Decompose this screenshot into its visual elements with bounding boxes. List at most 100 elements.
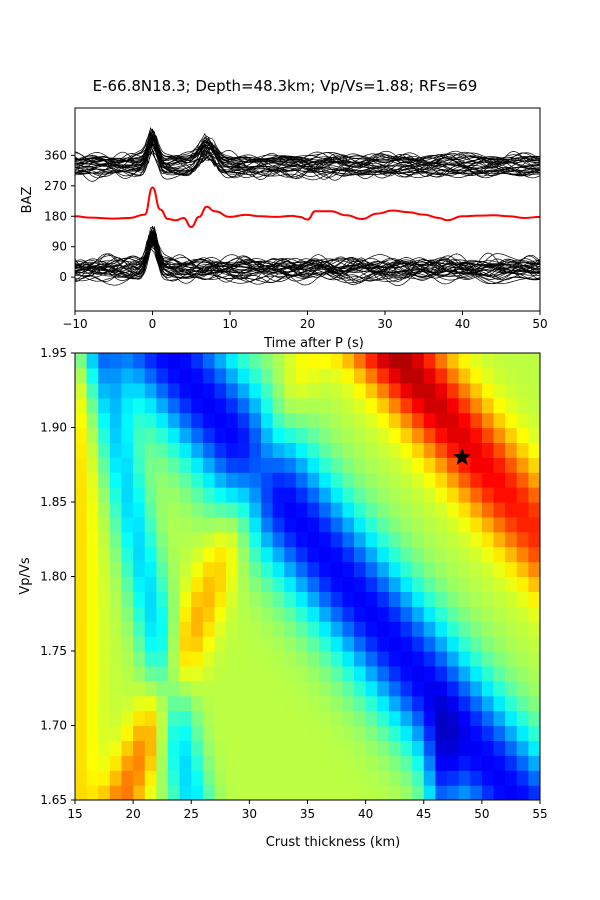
- heatmap-cell: [121, 516, 134, 533]
- heatmap-cell: [319, 695, 332, 712]
- heatmap-cell: [202, 740, 216, 756]
- heatmap-cell: [319, 710, 332, 727]
- heatmap-cell: [365, 382, 378, 399]
- heatmap-cell: [307, 412, 320, 429]
- rf-x-tick-label: 40: [455, 317, 470, 331]
- heatmap-cell: [214, 695, 227, 712]
- heatmap-cell: [377, 367, 390, 384]
- heatmap-cell: [470, 412, 483, 429]
- heatmap-cell: [272, 740, 285, 756]
- heatmap-cell: [295, 680, 309, 697]
- heatmap-cell: [528, 576, 540, 592]
- heatmap-cell: [400, 621, 413, 637]
- heatmap-cell: [516, 442, 529, 458]
- heatmap-cell: [109, 770, 123, 786]
- heatmap-cell: [237, 606, 250, 622]
- heatmap-cell: [295, 576, 309, 592]
- heatmap-cell: [377, 382, 390, 399]
- heatmap-cell: [133, 367, 146, 384]
- heatmap-cell: [505, 412, 518, 429]
- heatmap-cell: [133, 561, 146, 578]
- heatmap-cell: [121, 576, 134, 592]
- heatmap-cell: [307, 755, 320, 771]
- heatmap-cell: [272, 561, 285, 578]
- heatmap-cell: [307, 680, 320, 697]
- heatmap-cell: [423, 665, 436, 682]
- heatmap-cell: [86, 591, 99, 607]
- heatmap-cell: [98, 755, 111, 771]
- heatmap-cell: [214, 591, 227, 607]
- figure-title: E-66.8N18.3; Depth=48.3km; Vp/Vs=1.88; R…: [93, 77, 478, 95]
- heatmap-cell: [516, 427, 529, 443]
- heatmap-cell: [226, 770, 239, 786]
- heatmap-cell: [109, 531, 123, 548]
- heatmap-cell: [400, 427, 413, 443]
- hk-x-tick-label: 25: [184, 807, 199, 821]
- heatmap-cell: [237, 397, 250, 414]
- heatmap-cell: [168, 606, 181, 622]
- heatmap-cell: [377, 427, 390, 443]
- heatmap-cell: [423, 531, 436, 548]
- heatmap-cell: [179, 576, 192, 592]
- heatmap-cell: [272, 457, 285, 473]
- heatmap-cell: [423, 397, 436, 414]
- heatmap-cell: [354, 353, 367, 369]
- heatmap-cell: [237, 412, 250, 429]
- heatmap-cell: [319, 561, 332, 578]
- heatmap-cell: [423, 621, 436, 637]
- heatmap-cell: [342, 591, 355, 607]
- heatmap-cell: [307, 427, 320, 443]
- heatmap-cell: [447, 546, 460, 563]
- heatmap-cell: [179, 502, 192, 518]
- heatmap-cell: [435, 516, 448, 533]
- heatmap-cell: [516, 680, 529, 697]
- heatmap-cell: [516, 397, 529, 414]
- heatmap-cell: [458, 755, 471, 771]
- heatmap-cell: [516, 755, 529, 771]
- heatmap-cell: [447, 725, 460, 741]
- rf-x-tick-label: −10: [62, 317, 87, 331]
- heatmap-cell: [377, 487, 390, 503]
- heatmap-cell: [168, 367, 181, 384]
- heatmap-cell: [342, 576, 355, 592]
- heatmap-cell: [214, 576, 227, 592]
- heatmap-cell: [284, 755, 297, 771]
- heatmap-cell: [249, 561, 262, 578]
- heatmap-cell: [400, 576, 413, 592]
- heatmap-cell: [400, 636, 413, 652]
- heatmap-cell: [365, 531, 378, 548]
- heatmap-cell: [109, 516, 123, 533]
- heatmap-cell: [249, 680, 262, 697]
- heatmap-cell: [156, 621, 169, 637]
- hk-heatmap: [75, 353, 540, 800]
- heatmap-cell: [342, 442, 355, 458]
- rf-trace: [75, 148, 540, 182]
- heatmap-cell: [516, 591, 529, 607]
- heatmap-cell: [109, 665, 123, 682]
- heatmap-cell: [284, 427, 297, 443]
- heatmap-cell: [377, 397, 390, 414]
- heatmap-cell: [423, 576, 436, 592]
- heatmap-cell: [75, 725, 88, 741]
- heatmap-cell: [214, 621, 227, 637]
- heatmap-cell: [365, 561, 378, 578]
- heatmap-cell: [284, 502, 297, 518]
- heatmap-cell: [75, 710, 88, 727]
- heatmap-cell: [516, 353, 529, 369]
- heatmap-cell: [179, 487, 192, 503]
- heatmap-cell: [400, 353, 413, 369]
- heatmap-cell: [423, 725, 436, 741]
- heatmap-cell: [284, 353, 297, 369]
- heatmap-cell: [365, 770, 378, 786]
- heatmap-cell: [144, 502, 157, 518]
- heatmap-cell: [516, 457, 529, 473]
- heatmap-cell: [168, 472, 181, 488]
- heatmap-cell: [400, 561, 413, 578]
- heatmap-cell: [447, 412, 460, 429]
- heatmap-cell: [400, 487, 413, 503]
- rf-trace: [75, 135, 540, 169]
- heatmap-cell: [458, 397, 471, 414]
- heatmap-cell: [354, 546, 367, 563]
- heatmap-cell: [261, 680, 274, 697]
- heatmap-cell: [423, 740, 436, 756]
